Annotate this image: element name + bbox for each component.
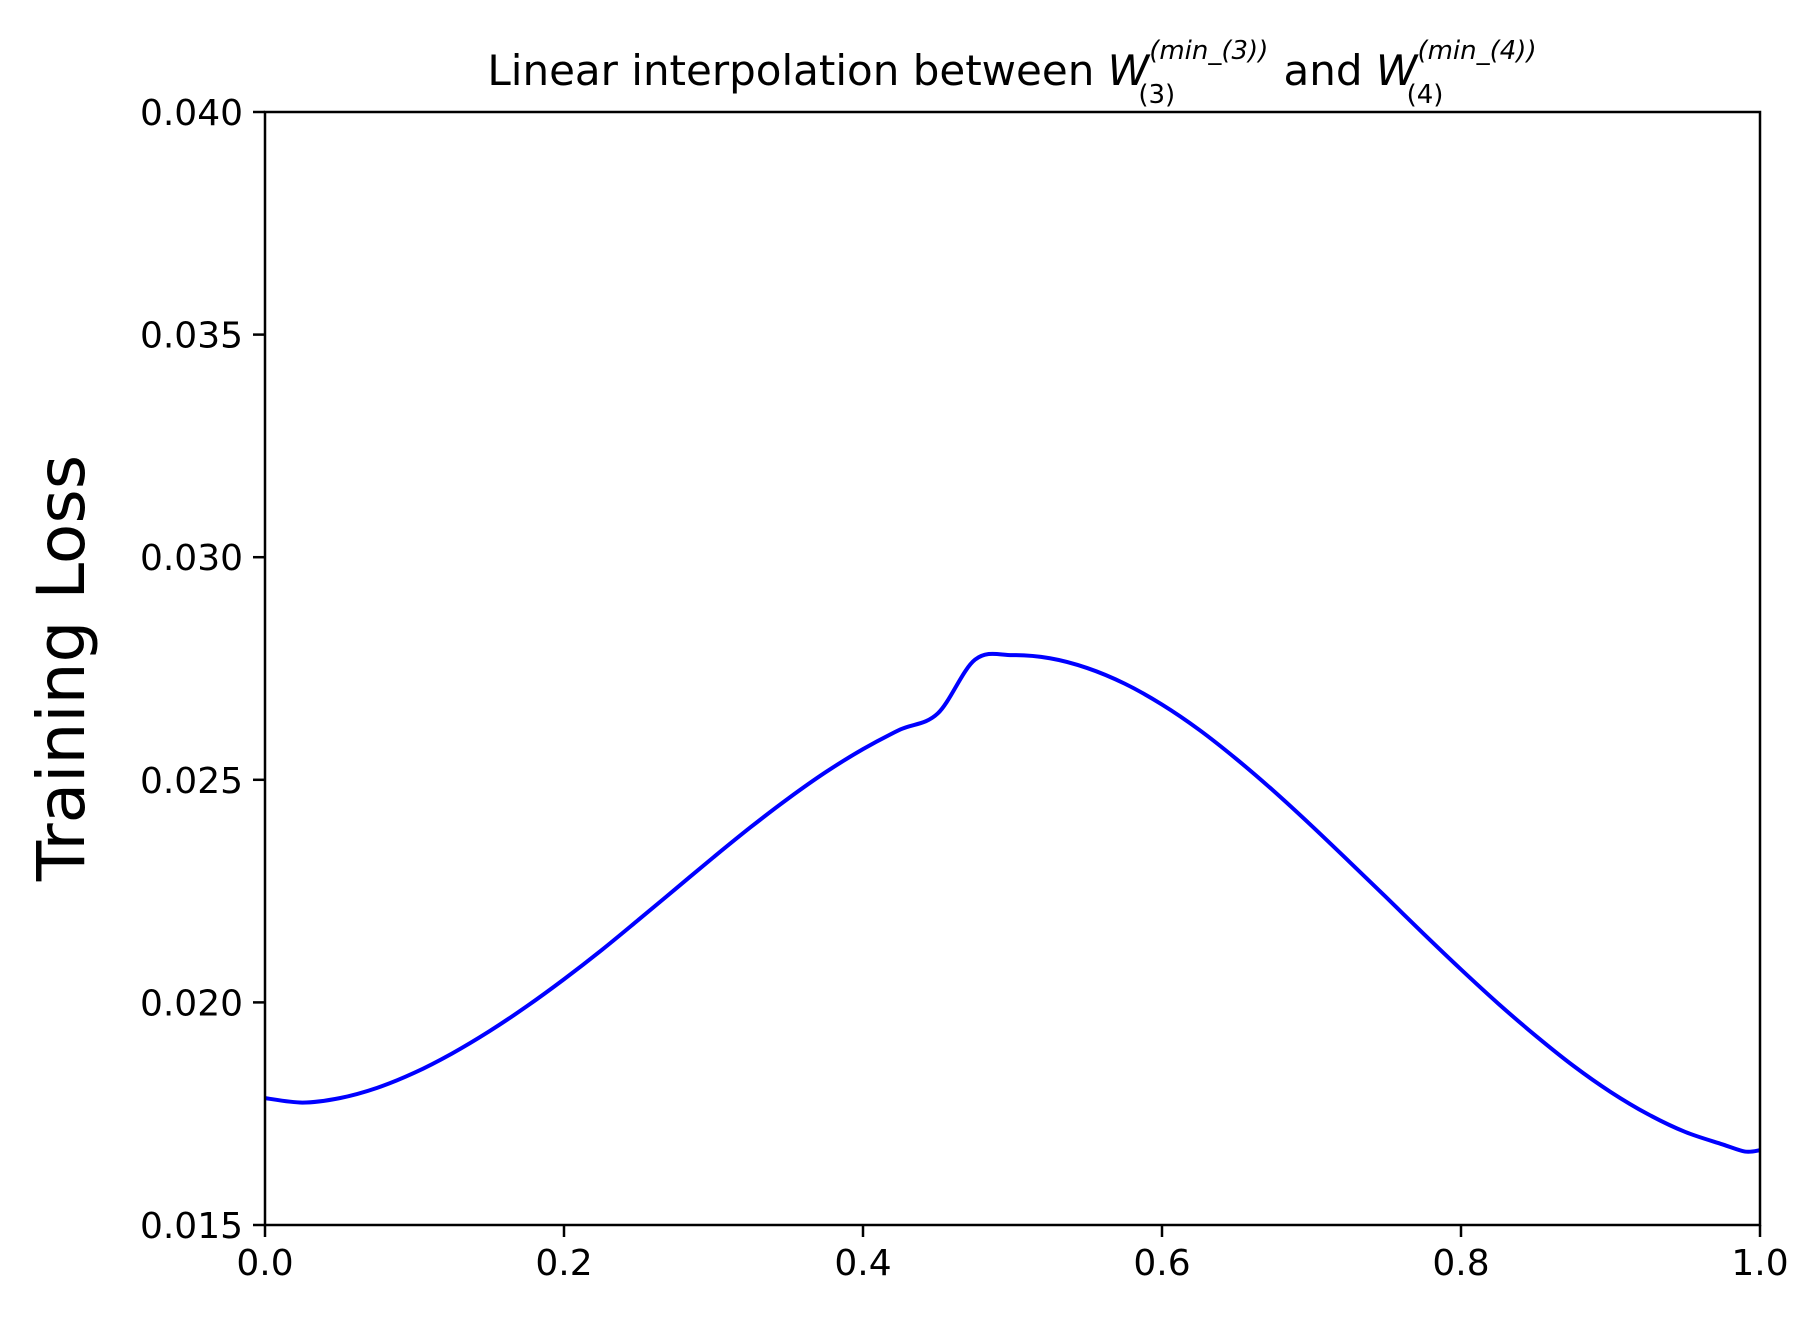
y-tick-label: 0.040 [140, 93, 243, 134]
x-axis: 0.0 0.2 0.4 0.6 0.8 1.0 [236, 1225, 1789, 1284]
x-tick-label: 0.0 [236, 1243, 293, 1284]
title-connector: and [1270, 46, 1376, 95]
title-w1-sub: (3) [1138, 80, 1175, 110]
plot-area [265, 112, 1760, 1225]
title-w1-symbol: W [1108, 46, 1151, 95]
x-tick-label: 1.0 [1731, 1243, 1788, 1284]
x-tick-label: 0.4 [834, 1243, 891, 1284]
title-w1-sup: (min_(3)) [1149, 36, 1268, 66]
series-line-0 [264, 651, 1761, 1154]
y-tick-label: 0.025 [140, 761, 243, 802]
title-w2-sub: (4) [1407, 80, 1444, 110]
x-tick-label: 0.2 [535, 1243, 592, 1284]
y-tick-label: 0.030 [140, 538, 243, 579]
y-tick-label: 0.015 [140, 1206, 243, 1247]
y-tick-label: 0.020 [140, 983, 243, 1024]
title-prefix: Linear interpolation between [487, 46, 1107, 95]
x-tick-label: 0.6 [1133, 1243, 1190, 1284]
title-w2-sup: (min_(4)) [1417, 36, 1536, 66]
y-axis: 0.015 0.020 0.025 0.030 0.035 0.040 [140, 93, 265, 1247]
plot-frame [263, 110, 1762, 1227]
x-tick-label: 0.8 [1432, 1243, 1489, 1284]
y-tick-label: 0.035 [140, 316, 243, 357]
y-axis-label: Training Loss [23, 455, 100, 882]
title-w2-symbol: W [1376, 46, 1419, 95]
series-layer [264, 651, 1761, 1154]
chart-title: Linear interpolation between W(min_(3))(… [487, 36, 1536, 110]
